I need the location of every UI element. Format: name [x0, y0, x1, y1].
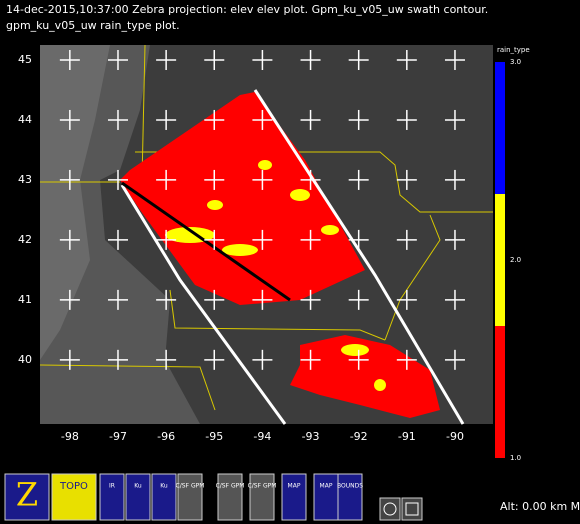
toolbar: Z TOPO IR Ku Ku C/SF GPM C/SF GPM C/SF GPM MAP M…	[4, 473, 423, 521]
button-face	[151, 473, 177, 521]
toolbar-button[interactable]: Ku	[125, 473, 151, 521]
x-tick-label: -93	[302, 430, 320, 443]
y-tick-label: 40	[18, 353, 32, 366]
button-face	[51, 473, 97, 521]
logo: Z	[16, 476, 38, 514]
toolbar-button[interactable]: Ku	[151, 473, 177, 521]
toolbar-button[interactable]: C/SF GPM	[216, 473, 245, 521]
toolbar-button[interactable]: C/SF GPM	[176, 473, 205, 521]
button-label: C/SF GPM	[176, 483, 205, 490]
toolbar-button[interactable]: TOPO	[51, 473, 97, 521]
y-tick-label: 45	[18, 53, 32, 66]
x-tick-label: -97	[109, 430, 127, 443]
button-label: C/SF GPM	[216, 483, 245, 490]
button-label: TOPO	[59, 481, 88, 492]
button-face	[313, 473, 339, 521]
button-face	[177, 473, 203, 521]
colorbar-segment	[495, 326, 505, 458]
button-face	[217, 473, 243, 521]
button-label: MAP	[320, 483, 333, 490]
header-line: gpm_ku_v05_uw rain_type plot.	[6, 19, 180, 32]
button-icon	[405, 502, 419, 516]
toolbar-button[interactable]: MAP	[313, 473, 339, 521]
button-face	[249, 473, 275, 521]
toolbar-button[interactable]	[401, 497, 423, 521]
x-tick-label: -92	[350, 430, 368, 443]
toolbar-button[interactable]: MAP	[281, 473, 307, 521]
cross-section-line	[121, 181, 291, 302]
button-face	[125, 473, 151, 521]
y-tick-label: 42	[18, 233, 32, 246]
toolbar-button[interactable]: BOUNDS	[337, 473, 363, 521]
x-tick-label: -96	[157, 430, 175, 443]
y-tick-label: 41	[18, 293, 32, 306]
toolbar-button[interactable]: C/SF GPM	[248, 473, 277, 521]
colorbar-tick-label: 3.0	[510, 58, 521, 66]
rain-region	[290, 335, 440, 418]
colorbar-tick-label: 1.0	[510, 454, 521, 462]
button-face	[281, 473, 307, 521]
colorbar-segment	[495, 62, 505, 194]
x-tick-label: -95	[205, 430, 223, 443]
map-area	[39, 44, 493, 425]
button-face	[379, 497, 401, 521]
header-line: 14-dec-2015,10:37:00 Zebra projection: e…	[6, 3, 488, 16]
x-tick-label: -98	[61, 430, 79, 443]
x-tick-label: -94	[253, 430, 271, 443]
button-label: Ku	[160, 483, 168, 490]
toolbar-button[interactable]: IR	[99, 473, 125, 521]
button-label: IR	[109, 483, 115, 490]
terrain	[40, 45, 110, 360]
y-tick-label: 44	[18, 113, 32, 126]
button-label: Ku	[134, 483, 142, 490]
rain-region	[120, 92, 365, 305]
button-label: C/SF GPM	[248, 483, 277, 490]
toolbar-button[interactable]	[379, 497, 401, 521]
button-label: BOUNDS	[337, 483, 363, 490]
convective-patches	[165, 160, 386, 391]
swath-edge	[120, 89, 465, 425]
x-tick-label: -91	[398, 430, 416, 443]
colorbar-tick-label: 2.0	[510, 256, 521, 264]
colorbar-segment	[495, 194, 505, 326]
colorbar-title: rain_type	[497, 46, 530, 54]
button-face	[99, 473, 125, 521]
button-icon	[383, 502, 397, 516]
x-tick-label: -90	[446, 430, 464, 443]
button-face	[401, 497, 423, 521]
button-label: MAP	[288, 483, 301, 490]
zebra-button[interactable]: Z	[4, 473, 50, 521]
button-face	[337, 473, 363, 521]
status: Alt: 0.00 km MSL	[500, 500, 580, 513]
y-tick-label: 43	[18, 173, 32, 186]
